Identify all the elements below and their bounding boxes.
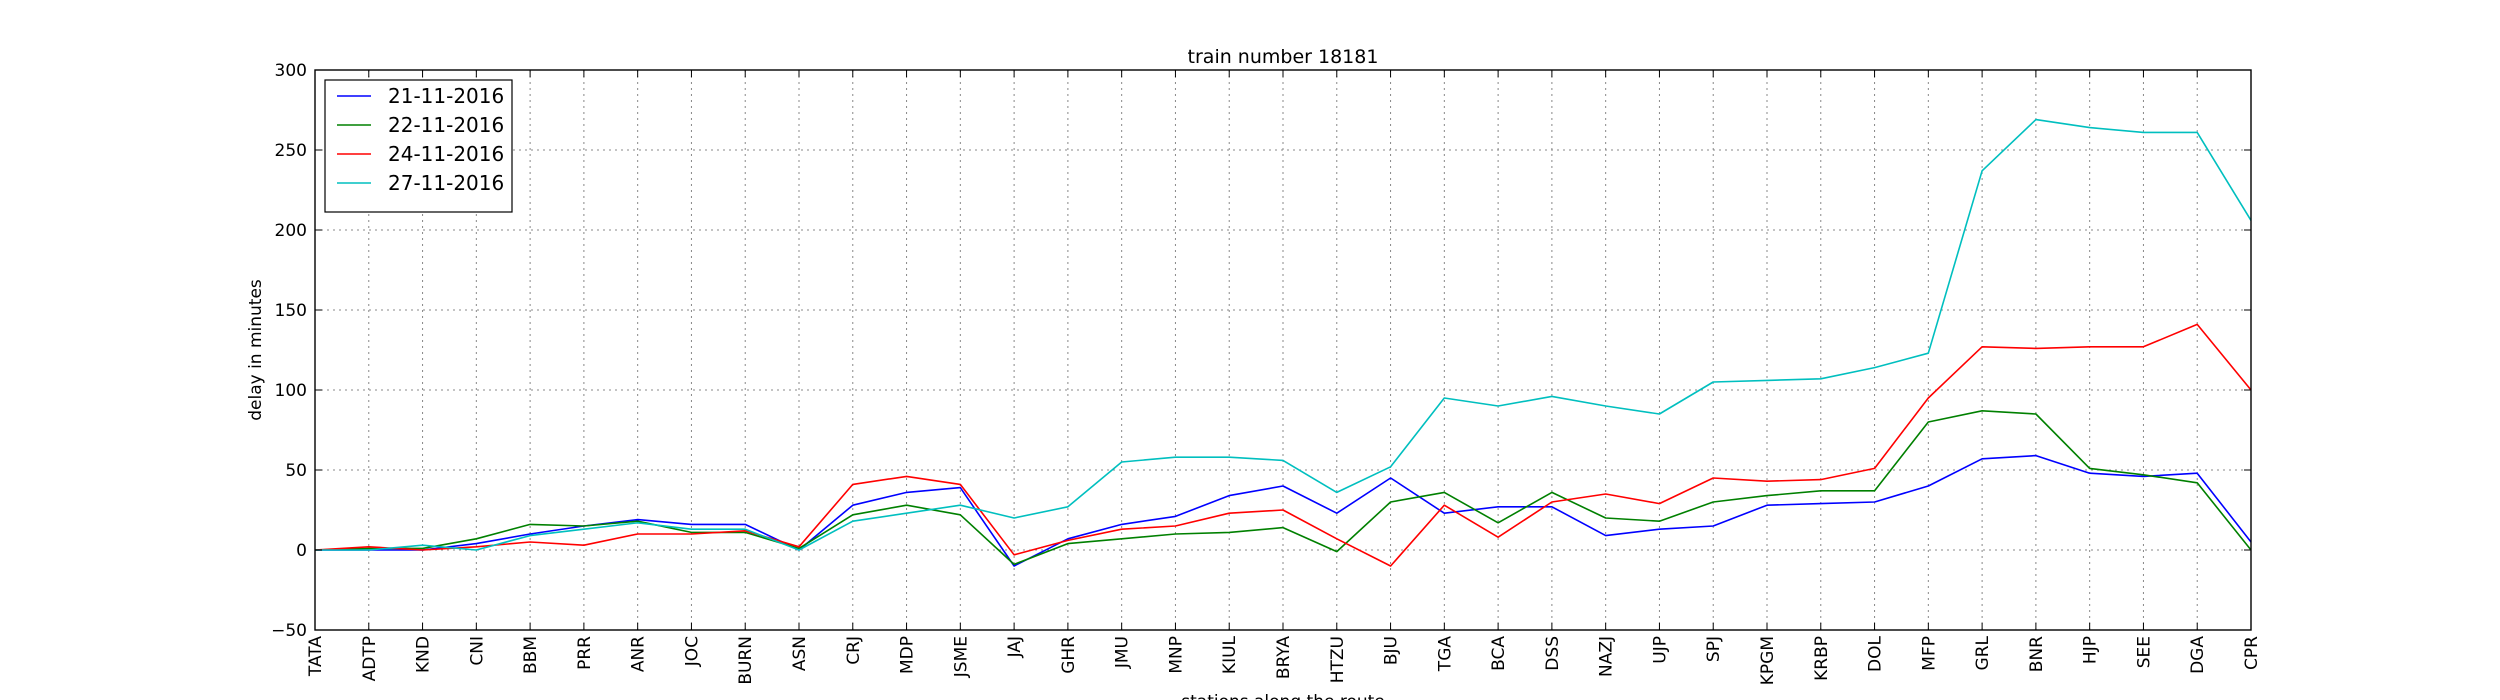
x-tick-label: TATA	[306, 636, 326, 677]
x-axis-label: stations along the route	[1181, 692, 1385, 700]
x-tick-label: GHR	[1059, 636, 1079, 674]
x-tick-label: BNR	[2027, 636, 2047, 672]
x-tick-label: BRYA	[1274, 636, 1294, 679]
chart-title: train number 18181	[1188, 46, 1379, 68]
x-tick-label: JOC	[682, 636, 702, 667]
x-tick-label: HJP	[2081, 636, 2101, 664]
legend-entry: 27-11-2016	[388, 171, 504, 195]
x-tick-label: DSS	[1543, 636, 1563, 671]
x-tick-label: BCA	[1489, 636, 1509, 671]
y-tick-label: 150	[275, 301, 307, 321]
y-tick-label: 0	[296, 541, 307, 561]
x-tick-label: ANR	[629, 636, 649, 672]
y-tick-label: −50	[271, 621, 307, 641]
y-axis: −50 0 50 100 150 200 250 300	[271, 61, 2251, 641]
x-tick-label: SEE	[2134, 636, 2154, 668]
x-tick-label: PRR	[575, 636, 595, 670]
y-axis-label: delay in minutes	[246, 279, 266, 421]
y-tick-label: 300	[275, 61, 307, 81]
x-tick-label: CRJ	[844, 636, 864, 665]
y-tick-label: 100	[275, 381, 307, 401]
x-tick-label: KPGM	[1758, 636, 1778, 685]
x-tick-label: ADTP	[360, 636, 380, 681]
x-tick-label: TGA	[1435, 636, 1455, 673]
x-tick-label: MNP	[1166, 636, 1186, 674]
x-tick-label: JMU	[1113, 636, 1133, 669]
x-tick-label: CPR	[2242, 636, 2262, 670]
x-tick-label: NAZJ	[1597, 636, 1617, 677]
legend-entry: 21-11-2016	[388, 84, 504, 108]
x-tick-label: BURN	[736, 636, 756, 685]
series-line-27-11-2016	[315, 118, 2252, 551]
x-tick-label: DGA	[2188, 636, 2208, 674]
y-tick-label: 250	[275, 141, 307, 161]
legend-box	[324, 79, 513, 213]
x-tick-label: BBM	[521, 636, 541, 674]
x-tick-label: KIUL	[1220, 635, 1240, 674]
y-tick-label: 50	[285, 461, 307, 481]
series-line-24-11-2016	[314, 323, 2252, 567]
x-tick-label: JAJ	[1005, 636, 1025, 658]
x-tick-label: MDP	[898, 636, 918, 674]
x-tick-label: GRL	[1973, 635, 1993, 670]
legend-entry: 22-11-2016	[388, 113, 504, 137]
x-tick-label: KRBP	[1812, 636, 1832, 681]
legend: 21-11-2016 22-11-2016 24-11-2016 27-11-2016	[324, 79, 513, 213]
x-tick-label: DOL	[1866, 635, 1886, 671]
x-tick-label: SPJ	[1704, 636, 1724, 662]
x-tick-label: MFP	[1919, 636, 1939, 671]
x-axis: TATA ADTP KND CNI BBM PRR ANR JOC BURN ASN CRJ MDP J…	[306, 70, 2262, 685]
x-tick-label: JSME	[951, 636, 971, 678]
series-line-22-11-2016	[314, 409, 2252, 566]
grid	[315, 70, 2251, 630]
x-tick-label: KND	[414, 636, 434, 673]
series-lines	[314, 118, 2252, 567]
x-tick-label: HTZU	[1328, 636, 1348, 683]
x-tick-label: ASN	[790, 636, 810, 671]
x-tick-label: UJP	[1650, 636, 1670, 664]
x-tick-label: CNI	[467, 636, 487, 666]
legend-entry: 24-11-2016	[388, 142, 504, 166]
series-line-21-11-2016	[315, 454, 2252, 567]
x-tick-label: BJU	[1382, 636, 1402, 665]
y-tick-label: 200	[275, 221, 307, 241]
